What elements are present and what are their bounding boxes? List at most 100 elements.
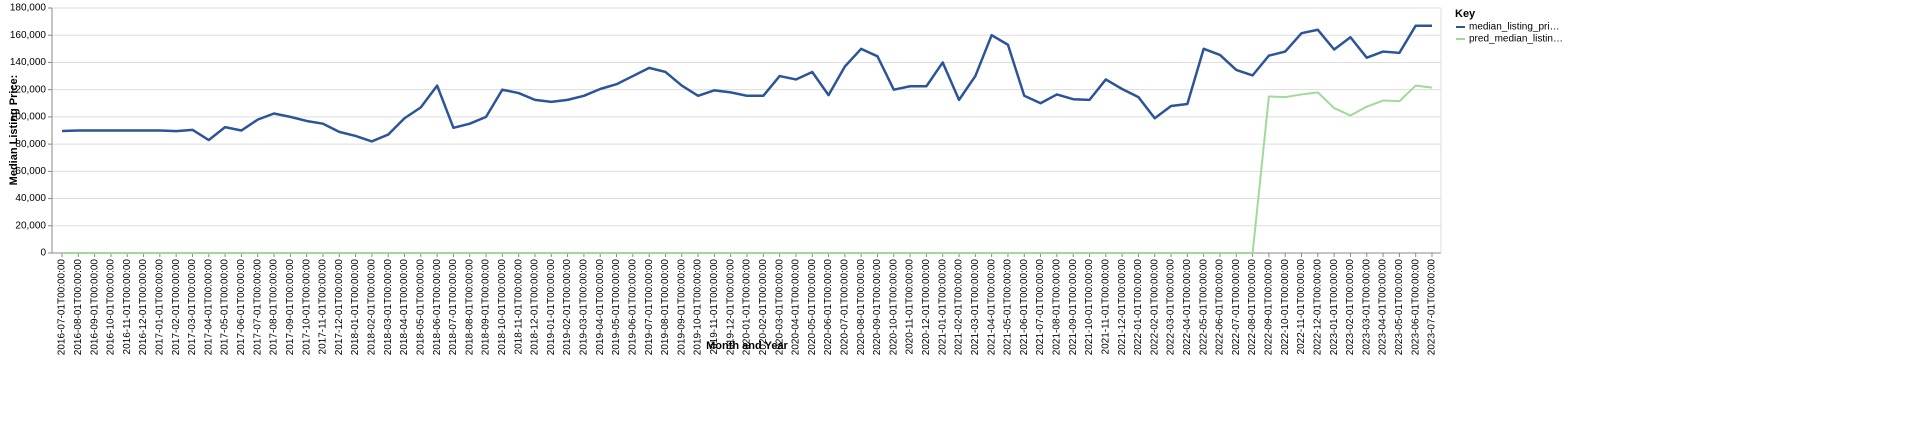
x-tick-label: 2019-12-01T00:00:00 <box>725 259 736 356</box>
x-tick-label: 2023-03-01T00:00:00 <box>1361 259 1372 356</box>
x-tick-label: 2020-05-01T00:00:00 <box>807 259 818 356</box>
x-tick-label: 2018-04-01T00:00:00 <box>399 259 410 356</box>
x-tick-label: 2021-06-01T00:00:00 <box>1019 259 1030 356</box>
x-tick-label: 2022-02-01T00:00:00 <box>1149 259 1160 356</box>
x-axis-title: Month and Year <box>706 340 788 352</box>
x-tick-label: 2019-11-01T00:00:00 <box>709 259 720 355</box>
series-line <box>61 24 1432 143</box>
x-tick-label: 2017-09-01T00:00:00 <box>285 259 296 356</box>
x-tick-label: 2016-12-01T00:00:00 <box>138 259 149 356</box>
x-tick-label: 2018-03-01T00:00:00 <box>383 259 394 356</box>
x-tick-label: 2021-08-01T00:00:00 <box>1052 259 1063 356</box>
x-tick-label: 2020-03-01T00:00:00 <box>774 259 785 356</box>
x-tick-label: 2022-11-01T00:00:00 <box>1296 259 1307 355</box>
x-tick-label: 2023-07-01T00:00:00 <box>1427 259 1438 356</box>
x-tick-label: 2017-07-01T00:00:00 <box>252 259 263 356</box>
x-tick-label: 2018-05-01T00:00:00 <box>415 259 426 356</box>
x-tick-label: 2021-03-01T00:00:00 <box>970 259 981 356</box>
x-tick-label: 2021-11-01T00:00:00 <box>1100 259 1111 355</box>
x-tick-label: 2017-11-01T00:00:00 <box>318 259 329 355</box>
x-tick-label: 2023-05-01T00:00:00 <box>1394 259 1405 356</box>
x-tick-label: 2017-01-01T00:00:00 <box>154 259 165 356</box>
y-tick-label: 160,000 <box>10 30 47 41</box>
x-tick-label: 2018-09-01T00:00:00 <box>481 259 492 356</box>
x-tick-label: 2017-04-01T00:00:00 <box>203 259 214 356</box>
legend-title: Key <box>1455 8 1476 20</box>
series-line <box>62 84 1433 254</box>
x-tick-label: 2019-02-01T00:00:00 <box>562 259 573 356</box>
x-tick-label: 2017-08-01T00:00:00 <box>269 259 280 356</box>
x-tick-label: 2021-02-01T00:00:00 <box>954 259 965 356</box>
x-tick-label: 2017-06-01T00:00:00 <box>236 259 247 356</box>
x-tick-label: 2021-09-01T00:00:00 <box>1068 259 1079 356</box>
x-tick-label: 2017-10-01T00:00:00 <box>301 259 312 356</box>
x-tick-label: 2020-08-01T00:00:00 <box>856 259 867 356</box>
x-tick-label: 2022-04-01T00:00:00 <box>1182 259 1193 356</box>
y-tick-label: 20,000 <box>15 220 46 231</box>
x-tick-label: 2017-05-01T00:00:00 <box>220 259 231 356</box>
x-tick-label: 2022-06-01T00:00:00 <box>1215 259 1226 356</box>
x-tick-label: 2019-08-01T00:00:00 <box>660 259 671 356</box>
x-tick-label: 2016-09-01T00:00:00 <box>89 259 100 356</box>
x-tick-label: 2018-08-01T00:00:00 <box>464 259 475 356</box>
x-tick-label: 2019-05-01T00:00:00 <box>611 259 622 356</box>
y-tick-label: 120,000 <box>10 84 47 95</box>
x-tick-label: 2018-01-01T00:00:00 <box>350 259 361 356</box>
x-tick-label: 2022-12-01T00:00:00 <box>1312 259 1323 356</box>
x-tick-label: 2018-12-01T00:00:00 <box>530 259 541 356</box>
x-tick-label: 2017-12-01T00:00:00 <box>334 259 345 356</box>
y-tick-label: 140,000 <box>10 57 47 68</box>
x-tick-label: 2021-05-01T00:00:00 <box>1003 259 1014 356</box>
x-tick-label: 2018-11-01T00:00:00 <box>513 259 524 355</box>
x-tick-label: 2019-03-01T00:00:00 <box>579 259 590 356</box>
x-tick-label: 2016-07-01T00:00:00 <box>57 259 68 356</box>
x-tick-label: 2022-03-01T00:00:00 <box>1166 259 1177 356</box>
x-tick-label: 2019-04-01T00:00:00 <box>595 259 606 356</box>
y-tick-label: 180,000 <box>10 3 47 14</box>
x-tick-label: 2020-09-01T00:00:00 <box>872 259 883 356</box>
x-tick-label: 2021-04-01T00:00:00 <box>986 259 997 356</box>
legend-label: pred_median_listin… <box>1469 34 1563 45</box>
x-tick-label: 2016-11-01T00:00:00 <box>122 259 133 355</box>
x-tick-label: 2017-02-01T00:00:00 <box>171 259 182 356</box>
x-tick-label: 2023-01-01T00:00:00 <box>1329 259 1340 356</box>
legend-label: median_listing_pri… <box>1469 22 1560 33</box>
x-tick-label: 2018-10-01T00:00:00 <box>497 259 508 356</box>
x-tick-label: 2020-01-01T00:00:00 <box>742 259 753 356</box>
y-tick-label: 0 <box>40 248 46 259</box>
x-tick-label: 2020-02-01T00:00:00 <box>758 259 769 356</box>
x-tick-label: 2016-10-01T00:00:00 <box>106 259 117 356</box>
y-tick-label: 80,000 <box>15 139 46 150</box>
x-tick-label: 2017-03-01T00:00:00 <box>187 259 198 356</box>
x-tick-label: 2021-12-01T00:00:00 <box>1117 259 1128 356</box>
x-tick-label: 2023-02-01T00:00:00 <box>1345 259 1356 356</box>
x-tick-label: 2022-01-01T00:00:00 <box>1133 259 1144 356</box>
x-tick-label: 2021-10-01T00:00:00 <box>1084 259 1095 356</box>
y-axis-title: Median Listing Price: <box>8 75 20 186</box>
x-tick-label: 2019-06-01T00:00:00 <box>627 259 638 356</box>
x-tick-label: 2020-10-01T00:00:00 <box>888 259 899 356</box>
x-tick-label: 2022-10-01T00:00:00 <box>1280 259 1291 356</box>
y-tick-label: 60,000 <box>15 166 46 177</box>
x-tick-label: 2019-07-01T00:00:00 <box>644 259 655 356</box>
x-tick-label: 2022-08-01T00:00:00 <box>1247 259 1258 356</box>
x-tick-label: 2022-09-01T00:00:00 <box>1264 259 1275 356</box>
x-tick-label: 2020-11-01T00:00:00 <box>905 259 916 355</box>
x-tick-label: 2023-04-01T00:00:00 <box>1378 259 1389 356</box>
y-tick-label: 40,000 <box>15 193 46 204</box>
x-tick-label: 2021-01-01T00:00:00 <box>937 259 948 356</box>
x-tick-label: 2022-07-01T00:00:00 <box>1231 259 1242 356</box>
x-tick-label: 2018-06-01T00:00:00 <box>432 259 443 356</box>
x-tick-label: 2018-02-01T00:00:00 <box>367 259 378 356</box>
x-tick-label: 2021-07-01T00:00:00 <box>1035 259 1046 356</box>
x-tick-label: 2019-10-01T00:00:00 <box>693 259 704 356</box>
x-tick-label: 2022-05-01T00:00:00 <box>1198 259 1209 356</box>
x-tick-label: 2020-04-01T00:00:00 <box>791 259 802 356</box>
x-tick-label: 2020-07-01T00:00:00 <box>839 259 850 356</box>
x-tick-label: 2023-06-01T00:00:00 <box>1410 259 1421 356</box>
x-tick-label: 2020-12-01T00:00:00 <box>921 259 932 356</box>
x-tick-label: 2018-07-01T00:00:00 <box>448 259 459 356</box>
x-tick-label: 2016-08-01T00:00:00 <box>73 259 84 356</box>
x-tick-label: 2019-01-01T00:00:00 <box>546 259 557 356</box>
x-tick-label: 2019-09-01T00:00:00 <box>676 259 687 356</box>
